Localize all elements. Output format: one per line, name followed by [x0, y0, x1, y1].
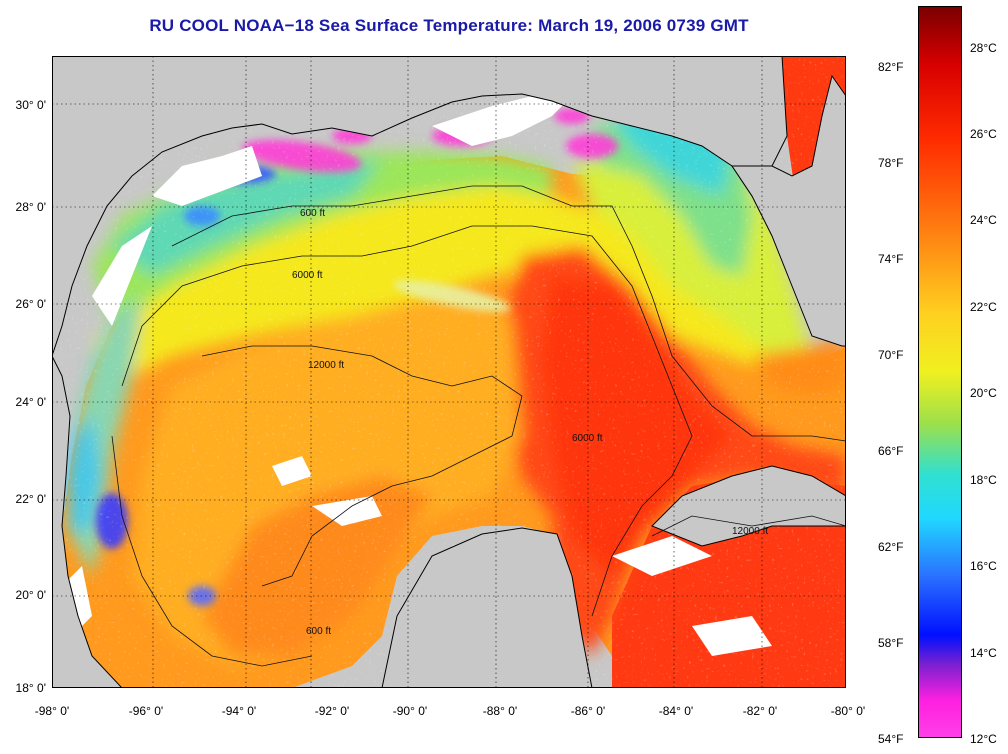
fahrenheit-label-70: 70°F [878, 348, 904, 362]
contour-label-12000ft: 12000 ft [308, 360, 344, 371]
fahrenheit-label-78: 78°F [878, 156, 904, 170]
fahrenheit-label-66: 66°F [878, 444, 904, 458]
lon-label-90: -90° 0' [392, 704, 428, 718]
celsius-label-26: 26°C [970, 127, 997, 141]
contour-label-12000ft-east: 12000 ft [732, 526, 768, 537]
contour-labels: 600 ft 6000 ft 12000 ft 600 ft 6000 ft 1… [292, 208, 768, 637]
lon-label-96: -96° 0' [128, 704, 164, 718]
celsius-label-14: 14°C [970, 646, 997, 660]
celsius-label-24: 24°C [970, 213, 997, 227]
celsius-label-22: 22°C [970, 300, 997, 314]
lat-label-30: 30° 0' [15, 98, 46, 112]
sst-map: 600 ft 6000 ft 12000 ft 600 ft 6000 ft 1… [52, 56, 846, 688]
lon-label-84: -84° 0' [658, 704, 694, 718]
fahrenheit-label-82: 82°F [878, 60, 904, 74]
contour-label-6000ft: 6000 ft [292, 270, 323, 281]
lon-label-82: -82° 0' [742, 704, 778, 718]
fahrenheit-label-74: 74°F [878, 252, 904, 266]
fahrenheit-label-62: 62°F [878, 540, 904, 554]
celsius-label-12: 12°C [970, 732, 997, 746]
graticule [52, 56, 846, 688]
celsius-label-28: 28°C [970, 41, 997, 55]
sst-field [52, 56, 846, 688]
bathymetry-contours [111, 185, 846, 667]
lon-label-86: -86° 0' [570, 704, 606, 718]
lat-label-22: 22° 0' [15, 492, 46, 506]
contour-label-6000ft-east: 6000 ft [572, 433, 603, 444]
lat-label-26: 26° 0' [15, 297, 46, 311]
fahrenheit-label-54: 54°F [878, 732, 904, 746]
map-title: RU COOL NOAA−18 Sea Surface Temperature:… [149, 16, 749, 35]
map-frame [52, 56, 846, 688]
contour-label-600ft: 600 ft [300, 208, 325, 219]
celsius-label-16: 16°C [970, 559, 997, 573]
lat-label-18: 18° 0' [15, 681, 46, 695]
fahrenheit-label-58: 58°F [878, 636, 904, 650]
lat-label-24: 24° 0' [15, 395, 46, 409]
contour-label-600ft-south: 600 ft [306, 626, 331, 637]
lat-label-28: 28° 0' [15, 200, 46, 214]
celsius-label-18: 18°C [970, 473, 997, 487]
temperature-colorbar [918, 6, 962, 738]
lon-label-80: -80° 0' [830, 704, 866, 718]
lon-label-92: -92° 0' [314, 704, 350, 718]
lon-label-88: -88° 0' [482, 704, 518, 718]
celsius-label-20: 20°C [970, 386, 997, 400]
coastline [52, 56, 846, 688]
lon-label-98: -98° 0' [34, 704, 70, 718]
lat-label-20: 20° 0' [15, 588, 46, 602]
lon-label-94: -94° 0' [221, 704, 257, 718]
